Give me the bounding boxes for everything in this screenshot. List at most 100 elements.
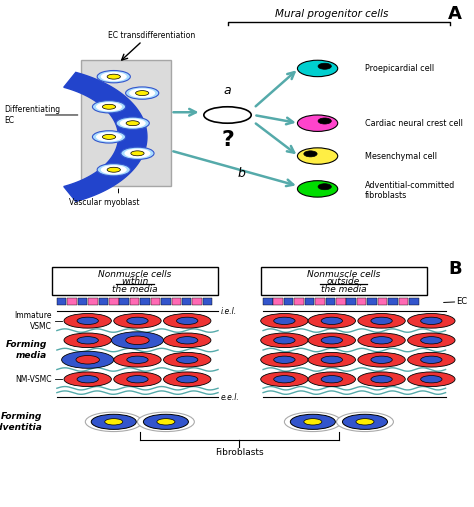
Ellipse shape [111, 332, 164, 349]
Ellipse shape [274, 376, 295, 383]
Ellipse shape [358, 352, 405, 367]
Ellipse shape [408, 352, 455, 367]
Text: a: a [224, 84, 231, 97]
Ellipse shape [102, 134, 116, 139]
Ellipse shape [371, 337, 392, 344]
Ellipse shape [274, 337, 295, 344]
Ellipse shape [96, 132, 122, 141]
Ellipse shape [321, 317, 343, 324]
Ellipse shape [97, 164, 130, 176]
Ellipse shape [92, 100, 126, 113]
Ellipse shape [408, 333, 455, 348]
Ellipse shape [114, 313, 161, 328]
Ellipse shape [371, 376, 392, 383]
Text: outside: outside [327, 277, 360, 286]
Text: within: within [121, 277, 149, 286]
Ellipse shape [77, 337, 99, 344]
Ellipse shape [127, 356, 148, 364]
Ellipse shape [304, 419, 322, 425]
Ellipse shape [204, 107, 251, 123]
Ellipse shape [358, 372, 405, 386]
Text: the media: the media [321, 285, 366, 294]
Ellipse shape [343, 414, 388, 429]
Bar [294, 298, 304, 305]
Bar [88, 298, 98, 305]
Ellipse shape [176, 337, 198, 344]
Ellipse shape [421, 356, 442, 364]
Ellipse shape [97, 70, 130, 83]
Ellipse shape [408, 372, 455, 386]
Bar [399, 298, 408, 305]
Ellipse shape [114, 352, 161, 367]
Ellipse shape [421, 317, 442, 324]
Ellipse shape [371, 356, 392, 364]
Bar [182, 298, 191, 305]
Text: Immature
VSMC: Immature VSMC [15, 311, 52, 331]
Ellipse shape [318, 184, 331, 190]
Ellipse shape [421, 376, 442, 383]
Ellipse shape [124, 149, 151, 158]
Text: Cardiac neural crest cell: Cardiac neural crest cell [365, 119, 463, 128]
Bar [357, 298, 366, 305]
Bar [67, 298, 77, 305]
Polygon shape [64, 73, 147, 201]
Bar [315, 298, 325, 305]
Text: b: b [238, 167, 246, 180]
Bar [151, 298, 160, 305]
Ellipse shape [62, 351, 114, 368]
Ellipse shape [116, 117, 149, 129]
Ellipse shape [358, 313, 405, 328]
Bar [336, 298, 346, 305]
Ellipse shape [358, 333, 405, 348]
Ellipse shape [137, 412, 194, 431]
Text: Fibroblasts: Fibroblasts [215, 448, 264, 457]
Ellipse shape [321, 376, 343, 383]
Ellipse shape [126, 87, 159, 99]
Ellipse shape [176, 356, 198, 364]
Bar [192, 298, 202, 305]
Ellipse shape [100, 165, 127, 174]
Text: B: B [448, 260, 462, 277]
Ellipse shape [308, 352, 356, 367]
Bar [263, 298, 273, 305]
Ellipse shape [64, 333, 111, 348]
Ellipse shape [76, 355, 100, 364]
Ellipse shape [261, 372, 308, 386]
Ellipse shape [121, 147, 154, 160]
Ellipse shape [337, 412, 393, 431]
Text: Nonmuscle cells: Nonmuscle cells [99, 270, 172, 279]
Bar [284, 298, 293, 305]
Ellipse shape [114, 372, 161, 386]
Bar [57, 298, 66, 305]
Ellipse shape [304, 151, 317, 157]
Bar [378, 298, 387, 305]
Text: Proepicardial cell: Proepicardial cell [365, 64, 434, 73]
Bar [109, 298, 118, 305]
Ellipse shape [164, 313, 211, 328]
Bar [409, 298, 419, 305]
Ellipse shape [298, 148, 337, 164]
Ellipse shape [92, 131, 126, 143]
Ellipse shape [144, 414, 189, 429]
Ellipse shape [64, 372, 111, 386]
Text: Mesenchymal cell: Mesenchymal cell [365, 152, 437, 161]
Ellipse shape [96, 102, 122, 112]
Ellipse shape [298, 115, 337, 131]
Text: i.e.l.: i.e.l. [220, 307, 237, 315]
Text: Vascular myoblast: Vascular myoblast [69, 198, 139, 207]
Ellipse shape [119, 119, 146, 128]
Polygon shape [81, 60, 171, 186]
Bar [305, 298, 314, 305]
Ellipse shape [77, 317, 99, 324]
Ellipse shape [318, 63, 331, 69]
Bar [388, 298, 398, 305]
Ellipse shape [127, 317, 148, 324]
Ellipse shape [126, 336, 149, 345]
Ellipse shape [290, 414, 336, 429]
Ellipse shape [164, 352, 211, 367]
Ellipse shape [105, 419, 123, 425]
Bar [161, 298, 171, 305]
Bar [203, 298, 212, 305]
Bar [326, 298, 335, 305]
Text: ?: ? [221, 130, 234, 150]
